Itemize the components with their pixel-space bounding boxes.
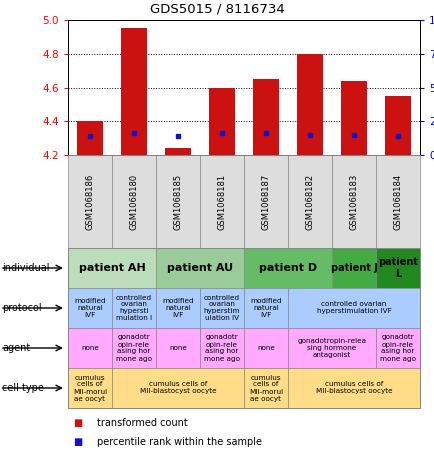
Text: GSM1068183: GSM1068183 (349, 173, 358, 230)
Text: none: none (256, 345, 274, 351)
Text: GSM1068182: GSM1068182 (305, 173, 314, 230)
Text: individual: individual (2, 263, 49, 273)
Bar (340, 81, 366, 155)
Bar (252, 79, 279, 155)
Text: patient
L: patient L (377, 257, 417, 279)
Text: cell type: cell type (2, 383, 44, 393)
Bar (77, 121, 103, 155)
Text: patient AH: patient AH (79, 263, 145, 273)
Text: percentile rank within the sample: percentile rank within the sample (97, 437, 261, 447)
Text: none: none (81, 345, 99, 351)
Text: cumulus
cells of
MII-morul
ae oocyt: cumulus cells of MII-morul ae oocyt (73, 375, 107, 401)
Text: controlled
ovarian
hypersti
mulation I: controlled ovarian hypersti mulation I (116, 294, 152, 322)
Text: GSM1068181: GSM1068181 (217, 173, 226, 230)
Text: GSM1068185: GSM1068185 (173, 173, 182, 230)
Text: gonadotropin-relea
sing hormone
antagonist: gonadotropin-relea sing hormone antagoni… (297, 338, 366, 358)
Text: ■: ■ (73, 437, 82, 447)
Text: GSM1068180: GSM1068180 (129, 173, 138, 230)
Text: modified
natural
IVF: modified natural IVF (162, 298, 194, 318)
Text: patient AU: patient AU (167, 263, 233, 273)
Text: modified
natural
IVF: modified natural IVF (250, 298, 281, 318)
Text: cumulus cells of
MII-blastocyst oocyte: cumulus cells of MII-blastocyst oocyte (139, 381, 216, 395)
Text: gonadotr
opin-rele
asing hor
mone ago: gonadotr opin-rele asing hor mone ago (379, 334, 415, 361)
Text: cumulus cells of
MII-blastocyst oocyte: cumulus cells of MII-blastocyst oocyte (315, 381, 391, 395)
Text: ■: ■ (73, 419, 82, 429)
Text: patient D: patient D (258, 263, 316, 273)
Bar (121, 29, 147, 155)
Bar (296, 54, 322, 155)
Text: GSM1068187: GSM1068187 (261, 173, 270, 230)
Text: transformed count: transformed count (97, 419, 187, 429)
Text: controlled ovarian
hyperstimulation IVF: controlled ovarian hyperstimulation IVF (316, 302, 391, 314)
Text: gonadotr
opin-rele
asing hor
mone ago: gonadotr opin-rele asing hor mone ago (204, 334, 240, 361)
Text: GDS5015 / 8116734: GDS5015 / 8116734 (150, 3, 284, 16)
Bar (164, 148, 191, 155)
Text: GSM1068186: GSM1068186 (85, 173, 94, 230)
Bar (384, 96, 410, 155)
Text: modified
natural
IVF: modified natural IVF (74, 298, 105, 318)
Text: GSM1068184: GSM1068184 (393, 173, 401, 230)
Text: none: none (169, 345, 187, 351)
Text: cumulus
cells of
MII-morul
ae oocyt: cumulus cells of MII-morul ae oocyt (248, 375, 283, 401)
Bar (208, 87, 235, 155)
Text: agent: agent (2, 343, 30, 353)
Text: gonadotr
opin-rele
asing hor
mone ago: gonadotr opin-rele asing hor mone ago (116, 334, 151, 361)
Text: protocol: protocol (2, 303, 42, 313)
Text: patient J: patient J (330, 263, 377, 273)
Text: controlled
ovarian
hyperstim
ulation IV: controlled ovarian hyperstim ulation IV (203, 294, 240, 322)
